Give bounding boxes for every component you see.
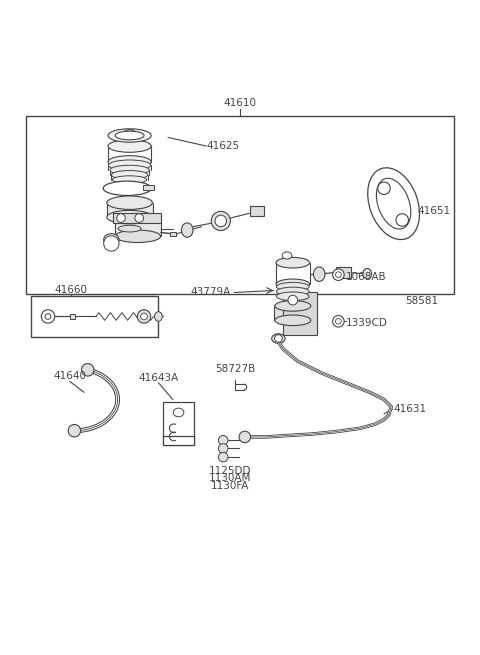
Bar: [163, 402, 194, 445]
Ellipse shape: [111, 170, 148, 179]
Ellipse shape: [107, 196, 153, 210]
Bar: [250, 206, 264, 216]
Ellipse shape: [173, 408, 184, 417]
Ellipse shape: [108, 160, 151, 170]
Circle shape: [218, 453, 228, 462]
Text: 41651: 41651: [418, 206, 451, 216]
Text: 58581: 58581: [406, 296, 439, 306]
Ellipse shape: [110, 165, 149, 175]
Circle shape: [336, 272, 341, 278]
Ellipse shape: [108, 129, 151, 142]
Text: 41660: 41660: [55, 286, 87, 295]
Bar: [113, 214, 161, 223]
Text: 1125DD: 1125DD: [209, 466, 252, 476]
Circle shape: [104, 236, 119, 251]
Ellipse shape: [108, 156, 151, 168]
Bar: [274, 306, 312, 320]
Text: 1130FA: 1130FA: [211, 481, 250, 491]
Circle shape: [336, 318, 341, 324]
Ellipse shape: [115, 131, 144, 140]
Circle shape: [68, 424, 81, 437]
Ellipse shape: [276, 279, 310, 290]
Bar: [115, 222, 161, 236]
Circle shape: [378, 182, 390, 195]
Ellipse shape: [376, 178, 411, 229]
Circle shape: [82, 364, 94, 376]
Bar: [143, 185, 154, 190]
Circle shape: [333, 316, 344, 327]
Ellipse shape: [275, 301, 311, 311]
Bar: [70, 314, 75, 320]
Text: 41631: 41631: [394, 404, 427, 414]
Bar: [170, 231, 176, 236]
Text: 1339CD: 1339CD: [346, 318, 387, 328]
Circle shape: [288, 295, 298, 305]
Ellipse shape: [363, 269, 372, 279]
Ellipse shape: [368, 168, 420, 240]
Ellipse shape: [115, 230, 160, 242]
Circle shape: [218, 436, 228, 445]
Text: 41625: 41625: [206, 141, 240, 151]
Ellipse shape: [112, 176, 147, 183]
Circle shape: [218, 443, 228, 453]
Text: 1130AM: 1130AM: [209, 474, 252, 483]
Text: 1068AB: 1068AB: [346, 272, 386, 282]
Bar: [26, 117, 454, 294]
Ellipse shape: [108, 140, 151, 153]
Bar: [31, 296, 158, 337]
Ellipse shape: [276, 292, 309, 301]
Circle shape: [239, 431, 251, 443]
Ellipse shape: [103, 181, 151, 195]
Circle shape: [141, 313, 147, 320]
Ellipse shape: [275, 315, 311, 326]
Bar: [336, 267, 351, 278]
Circle shape: [396, 214, 408, 226]
Text: 41640: 41640: [53, 371, 86, 381]
Ellipse shape: [313, 267, 325, 282]
Bar: [283, 291, 317, 335]
Ellipse shape: [107, 210, 153, 224]
Circle shape: [211, 212, 230, 231]
Ellipse shape: [282, 252, 292, 259]
Circle shape: [117, 214, 125, 223]
Text: 58727B: 58727B: [215, 364, 255, 374]
Ellipse shape: [276, 257, 310, 268]
Bar: [163, 436, 194, 445]
Text: 43779A: 43779A: [190, 288, 230, 297]
Ellipse shape: [181, 223, 193, 237]
Ellipse shape: [272, 334, 285, 343]
Circle shape: [41, 310, 55, 323]
Ellipse shape: [155, 312, 162, 321]
Circle shape: [333, 269, 344, 280]
Circle shape: [275, 335, 282, 343]
Ellipse shape: [118, 225, 141, 232]
Ellipse shape: [276, 282, 309, 291]
Ellipse shape: [276, 287, 309, 296]
Text: 41610: 41610: [224, 98, 256, 107]
Circle shape: [135, 214, 144, 223]
Circle shape: [137, 310, 151, 323]
Text: 41643A: 41643A: [138, 373, 179, 383]
Circle shape: [215, 215, 227, 227]
Circle shape: [45, 314, 51, 320]
Ellipse shape: [104, 234, 119, 246]
Bar: [107, 202, 153, 217]
